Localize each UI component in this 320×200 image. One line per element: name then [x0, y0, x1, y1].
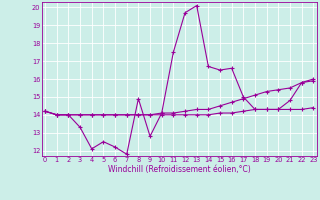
- X-axis label: Windchill (Refroidissement éolien,°C): Windchill (Refroidissement éolien,°C): [108, 165, 251, 174]
